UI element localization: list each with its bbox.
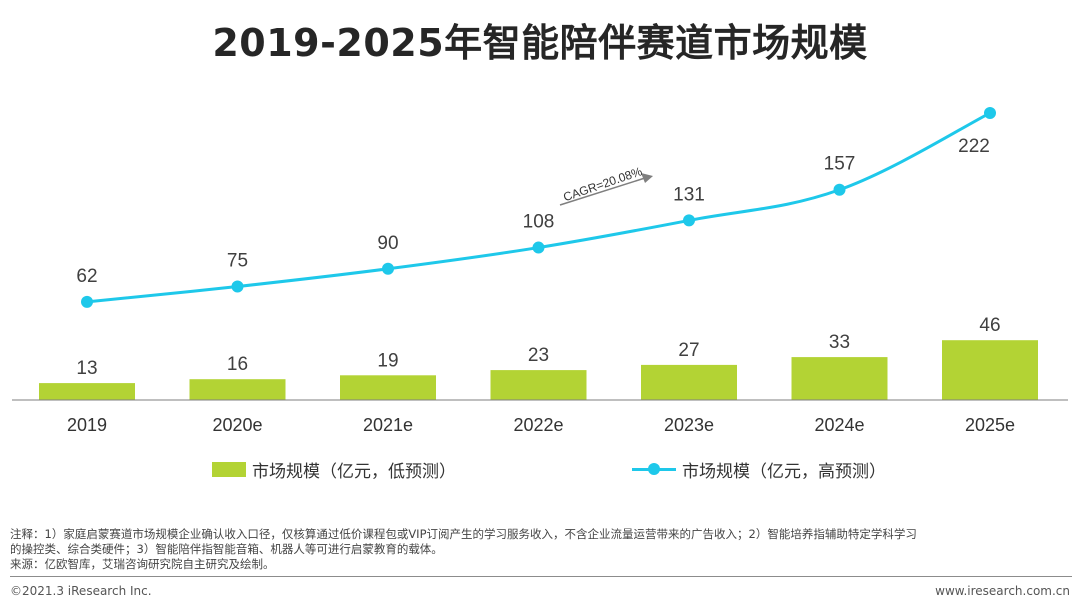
legend-line-swatch (632, 461, 676, 477)
line-label-2021e: 90 (377, 233, 398, 254)
bar-2022e (490, 370, 587, 400)
x-tick-2022e: 2022e (513, 415, 563, 435)
bar-label-2019: 13 (76, 358, 97, 379)
cagr-label: CAGR=20.08% (561, 164, 644, 204)
bar-2021e (340, 375, 436, 400)
line-label-2025e: 222 (958, 136, 990, 157)
bar-2023e (641, 364, 737, 400)
x-tick-2019: 2019 (67, 415, 107, 435)
line-point-2025e (984, 107, 996, 120)
bar-2020e (189, 379, 286, 400)
line-point-2022e (532, 241, 545, 254)
x-tick-2025e: 2025e (965, 415, 1015, 435)
notes: 注释：1）家庭启蒙赛道市场规模企业确认收入口径，仅核算通过低价课程包或VIP订阅… (10, 527, 1072, 572)
market-size-chart: 13 16 19 23 27 33 46 62 75 90 108 131 157 222 2019 202… (12, 107, 1068, 435)
bar-label-2020e: 16 (227, 354, 248, 375)
footer-divider (10, 576, 1072, 577)
bar-label-2023e: 27 (678, 340, 699, 361)
line-point-2023e (683, 214, 695, 227)
note-line-1: 注释：1）家庭启蒙赛道市场规模企业确认收入口径，仅核算通过低价课程包或VIP订阅… (10, 527, 917, 541)
bar-label-2022e: 23 (528, 345, 549, 366)
bar-2024e (791, 357, 888, 400)
bar-label-2021e: 19 (377, 350, 398, 371)
line-point-2019 (81, 295, 93, 308)
bar-label-2025e: 46 (979, 315, 1000, 336)
line-point-2024e (833, 183, 846, 196)
legend-item-low: 市场规模（亿元，低预测） (212, 456, 456, 482)
line-point-2020e (231, 280, 244, 293)
legend-label-high: 市场规模（亿元，高预测） (682, 461, 886, 482)
note-line-2: 的操控类、综合类硬件；3）智能陪伴指智能音箱、机器人等可进行启蒙教育的载体。 (10, 542, 443, 556)
data-labels: 13 16 19 23 27 33 46 62 75 90 108 131 157 222 (76, 136, 1000, 379)
line-label-2022e: 108 (523, 212, 555, 233)
cagr-arrowhead (641, 173, 653, 183)
x-tick-2021e: 2021e (363, 415, 413, 435)
footer-url: www.iresearch.com.cn (935, 584, 1070, 598)
x-tick-2020e: 2020e (212, 415, 262, 435)
source-line: 来源：亿欧智库，艾瑞咨询研究院自主研究及绘制。 (10, 557, 275, 571)
line-path (86, 111, 991, 304)
line-label-2019: 62 (76, 266, 97, 287)
line-series (81, 107, 996, 308)
legend-item-high: 市场规模（亿元，高预测） (632, 456, 886, 482)
page-title: 2019-2025年智能陪伴赛道市场规模 (212, 21, 868, 65)
line-label-2023e: 131 (673, 184, 705, 205)
cagr-arrow (559, 177, 646, 206)
cagr-annotation: CAGR=20.08% (559, 164, 653, 206)
bar-series (39, 340, 1038, 400)
legend-bar-swatch (212, 461, 246, 477)
line-label-2020e: 75 (227, 251, 248, 272)
copyright: ©2021.3 iResearch Inc. (10, 584, 152, 598)
x-tick-2024e: 2024e (814, 415, 864, 435)
bar-2019 (39, 383, 135, 400)
line-label-2024e: 157 (824, 154, 856, 175)
bar-2025e (942, 340, 1038, 400)
line-point-2021e (382, 262, 394, 275)
legend-label-low: 市场规模（亿元，低预测） (252, 461, 456, 482)
x-tick-2023e: 2023e (664, 415, 714, 435)
x-tick-labels: 2019 2020e 2021e 2022e 2023e 2024e 2025e (67, 415, 1015, 435)
bar-label-2024e: 33 (829, 332, 850, 353)
